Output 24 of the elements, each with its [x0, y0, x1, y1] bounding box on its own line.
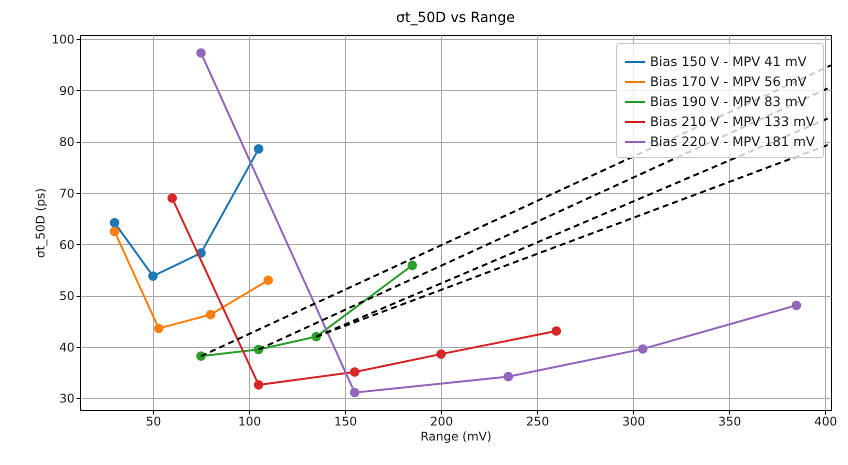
x-tick-label: 350: [718, 414, 742, 428]
y-axis-title: σt_50D (ps): [34, 188, 48, 258]
x-tick-label: 50: [146, 414, 162, 428]
legend-label: Bias 150 V - MPV 41 mV: [650, 55, 807, 70]
legend-label: Bias 190 V - MPV 83 mV: [650, 95, 807, 110]
y-tick-label: 70: [59, 186, 74, 201]
x-tick-label: 150: [334, 414, 358, 428]
legend-label: Bias 210 V - MPV 133 mV: [650, 115, 815, 130]
chart-title: σt_50D vs Range: [396, 10, 515, 26]
legend-label: Bias 220 V - MPV 181 mV: [650, 135, 815, 150]
y-tick-label: 50: [59, 289, 74, 304]
x-axis-title: Range (mV): [420, 430, 492, 444]
legend-label: Bias 170 V - MPV 56 mV: [650, 75, 807, 90]
x-tick-label: 200: [430, 414, 454, 428]
y-tick-label: 100: [52, 32, 74, 47]
x-tick-label: 100: [238, 414, 261, 428]
x-tick-label: 250: [526, 414, 550, 428]
y-tick-label: 30: [59, 392, 74, 406]
y-tick-label: 80: [59, 135, 74, 150]
y-tick-label: 60: [59, 238, 74, 252]
y-tick-label: 90: [59, 84, 74, 98]
y-tick-label: 40: [59, 340, 74, 354]
x-tick-label: 300: [622, 414, 646, 428]
x-tick-label: 400: [814, 414, 838, 428]
